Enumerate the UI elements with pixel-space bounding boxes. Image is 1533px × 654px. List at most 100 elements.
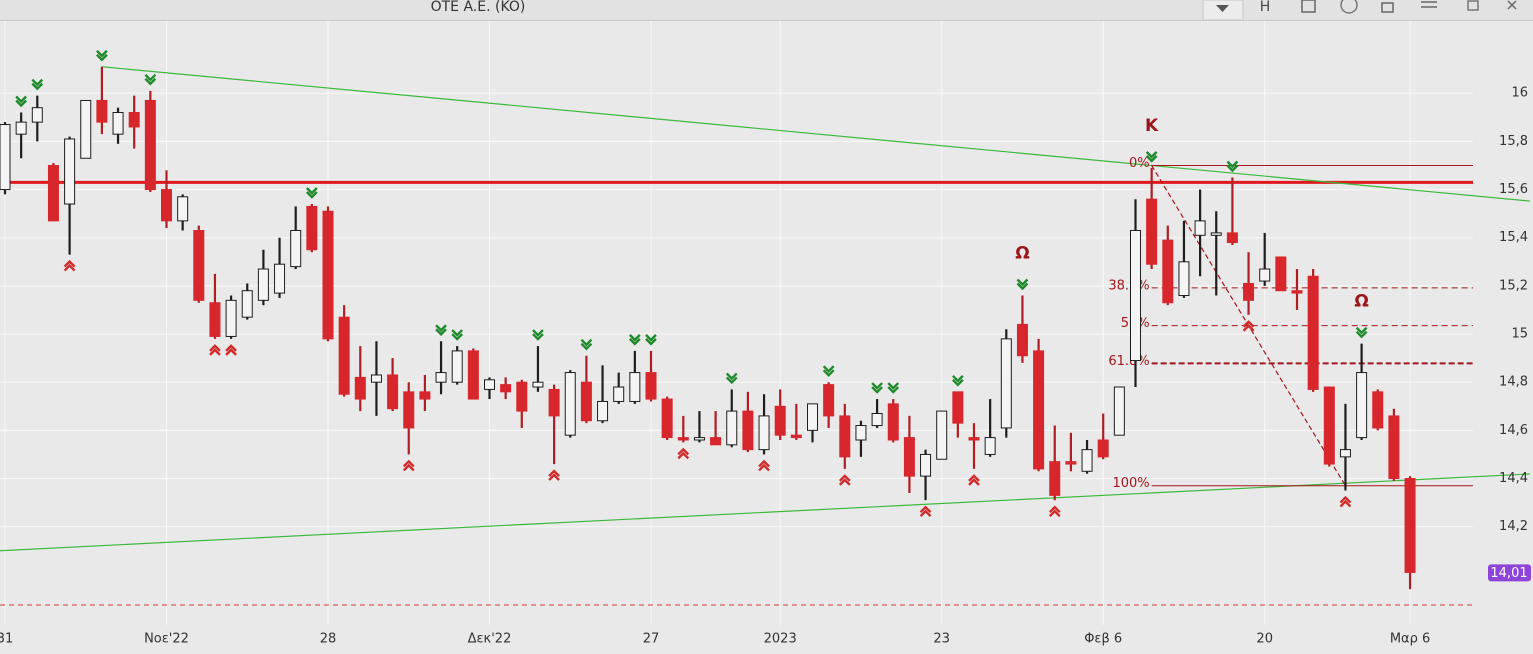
candle-body	[1243, 282, 1255, 301]
down-marker	[225, 344, 237, 356]
up-marker	[1355, 326, 1368, 339]
up-marker	[952, 374, 964, 387]
candle-body	[241, 290, 253, 318]
annotation: Ω	[1015, 244, 1029, 264]
candle-body	[726, 410, 738, 446]
candle-body	[484, 379, 495, 390]
candle-body	[564, 372, 576, 436]
candle-body	[807, 403, 818, 431]
up-marker	[435, 324, 447, 336]
candle-body	[903, 437, 915, 477]
candle-body	[790, 434, 802, 439]
x-tick-label: 2023	[764, 632, 797, 647]
candle-body	[1194, 220, 1206, 236]
x-tick-label: Μαρ 6	[1390, 632, 1430, 647]
candle-body	[80, 99, 92, 159]
toolbar-icon[interactable]	[1421, 1, 1437, 8]
candle-body	[984, 437, 996, 455]
candle-body	[112, 112, 124, 135]
down-marker	[1242, 320, 1255, 332]
last-price-badge	[1488, 564, 1531, 582]
down-marker	[402, 459, 415, 472]
up-marker	[580, 338, 593, 351]
dropdown-icon	[1216, 5, 1229, 12]
toolbar-icon[interactable]	[1340, 0, 1358, 14]
candle-body	[15, 121, 27, 135]
candle-body	[1000, 338, 1012, 429]
x-tick-label: Δεκ'22	[468, 632, 512, 647]
down-marker	[1339, 495, 1352, 508]
y-tick-label: 14,6	[1499, 423, 1528, 438]
candle-body	[1210, 232, 1222, 236]
candle-body	[1049, 461, 1061, 496]
candle-body	[1323, 386, 1335, 465]
candle-body	[177, 196, 189, 222]
y-tick-label: 14,8	[1499, 375, 1528, 390]
down-marker	[919, 505, 932, 518]
x-tick-label: 27	[643, 632, 660, 647]
candle-body	[0, 124, 11, 191]
title-bar	[0, 0, 1533, 20]
up-marker	[629, 334, 641, 346]
fibonacci-label: 38.2%	[1108, 278, 1149, 293]
y-tick-label: 15	[1511, 327, 1528, 342]
toolbar-icon[interactable]	[1381, 2, 1394, 13]
candle-body	[1372, 391, 1384, 429]
candle-body	[1356, 372, 1368, 439]
candle-body	[629, 372, 641, 402]
candle-body	[839, 415, 851, 458]
candle-body	[370, 374, 382, 383]
down-marker	[677, 447, 690, 460]
x-tick-label: 28	[320, 632, 337, 647]
down-marker	[968, 474, 980, 486]
candle-body	[338, 316, 350, 395]
candle-body	[548, 388, 560, 417]
candle-body	[968, 437, 980, 441]
fibonacci-label: 100%	[1112, 476, 1149, 491]
candle-body	[96, 99, 108, 123]
toolbar-icon[interactable]	[1467, 0, 1479, 11]
candle-body	[387, 374, 399, 410]
y-tick-label: 14,4	[1499, 471, 1528, 486]
candle-body	[887, 403, 899, 441]
candle-body	[403, 391, 415, 429]
down-marker	[548, 469, 560, 481]
toolbar-icon[interactable]	[1301, 0, 1316, 13]
candle-body	[1033, 350, 1045, 470]
close-icon[interactable]	[1507, 0, 1517, 10]
candle-body	[274, 263, 286, 294]
candle-body	[693, 437, 705, 441]
axes: 14,2 14,4 14,6 14,8 15 15,2 15,4 15,6 15,8 16 31 Νο…	[0, 86, 1531, 647]
candle-body	[322, 210, 334, 340]
candle-body	[500, 384, 512, 393]
candle-body	[451, 350, 463, 383]
candle-body	[532, 381, 544, 388]
up-marker	[532, 329, 544, 341]
candle-body	[435, 372, 447, 383]
candle-body	[758, 415, 770, 451]
up-marker	[451, 329, 464, 341]
candle-body	[1146, 198, 1158, 265]
candle-body	[1178, 261, 1190, 297]
candle-body	[290, 229, 302, 268]
y-tick-label: 15,8	[1499, 134, 1528, 149]
candle-body	[1113, 386, 1125, 436]
candle-body	[710, 437, 722, 446]
fibonacci-label: 0%	[1129, 156, 1150, 171]
candle-body	[1016, 323, 1028, 357]
candle-body	[855, 425, 867, 441]
x-tick-label: 20	[1256, 632, 1273, 647]
candle-body	[225, 299, 237, 337]
y-tick-label: 14,2	[1499, 519, 1528, 534]
toolbar-button[interactable]: H	[1260, 0, 1271, 15]
y-tick-label: 15,2	[1499, 278, 1528, 293]
up-marker	[887, 382, 900, 394]
candle-body	[920, 453, 932, 477]
candle-body	[1388, 415, 1400, 480]
candle-body	[1339, 449, 1351, 458]
up-marker	[96, 49, 108, 62]
candle-body	[597, 400, 609, 422]
up-marker	[31, 78, 44, 91]
x-tick-label: Φεβ 6	[1084, 632, 1122, 647]
